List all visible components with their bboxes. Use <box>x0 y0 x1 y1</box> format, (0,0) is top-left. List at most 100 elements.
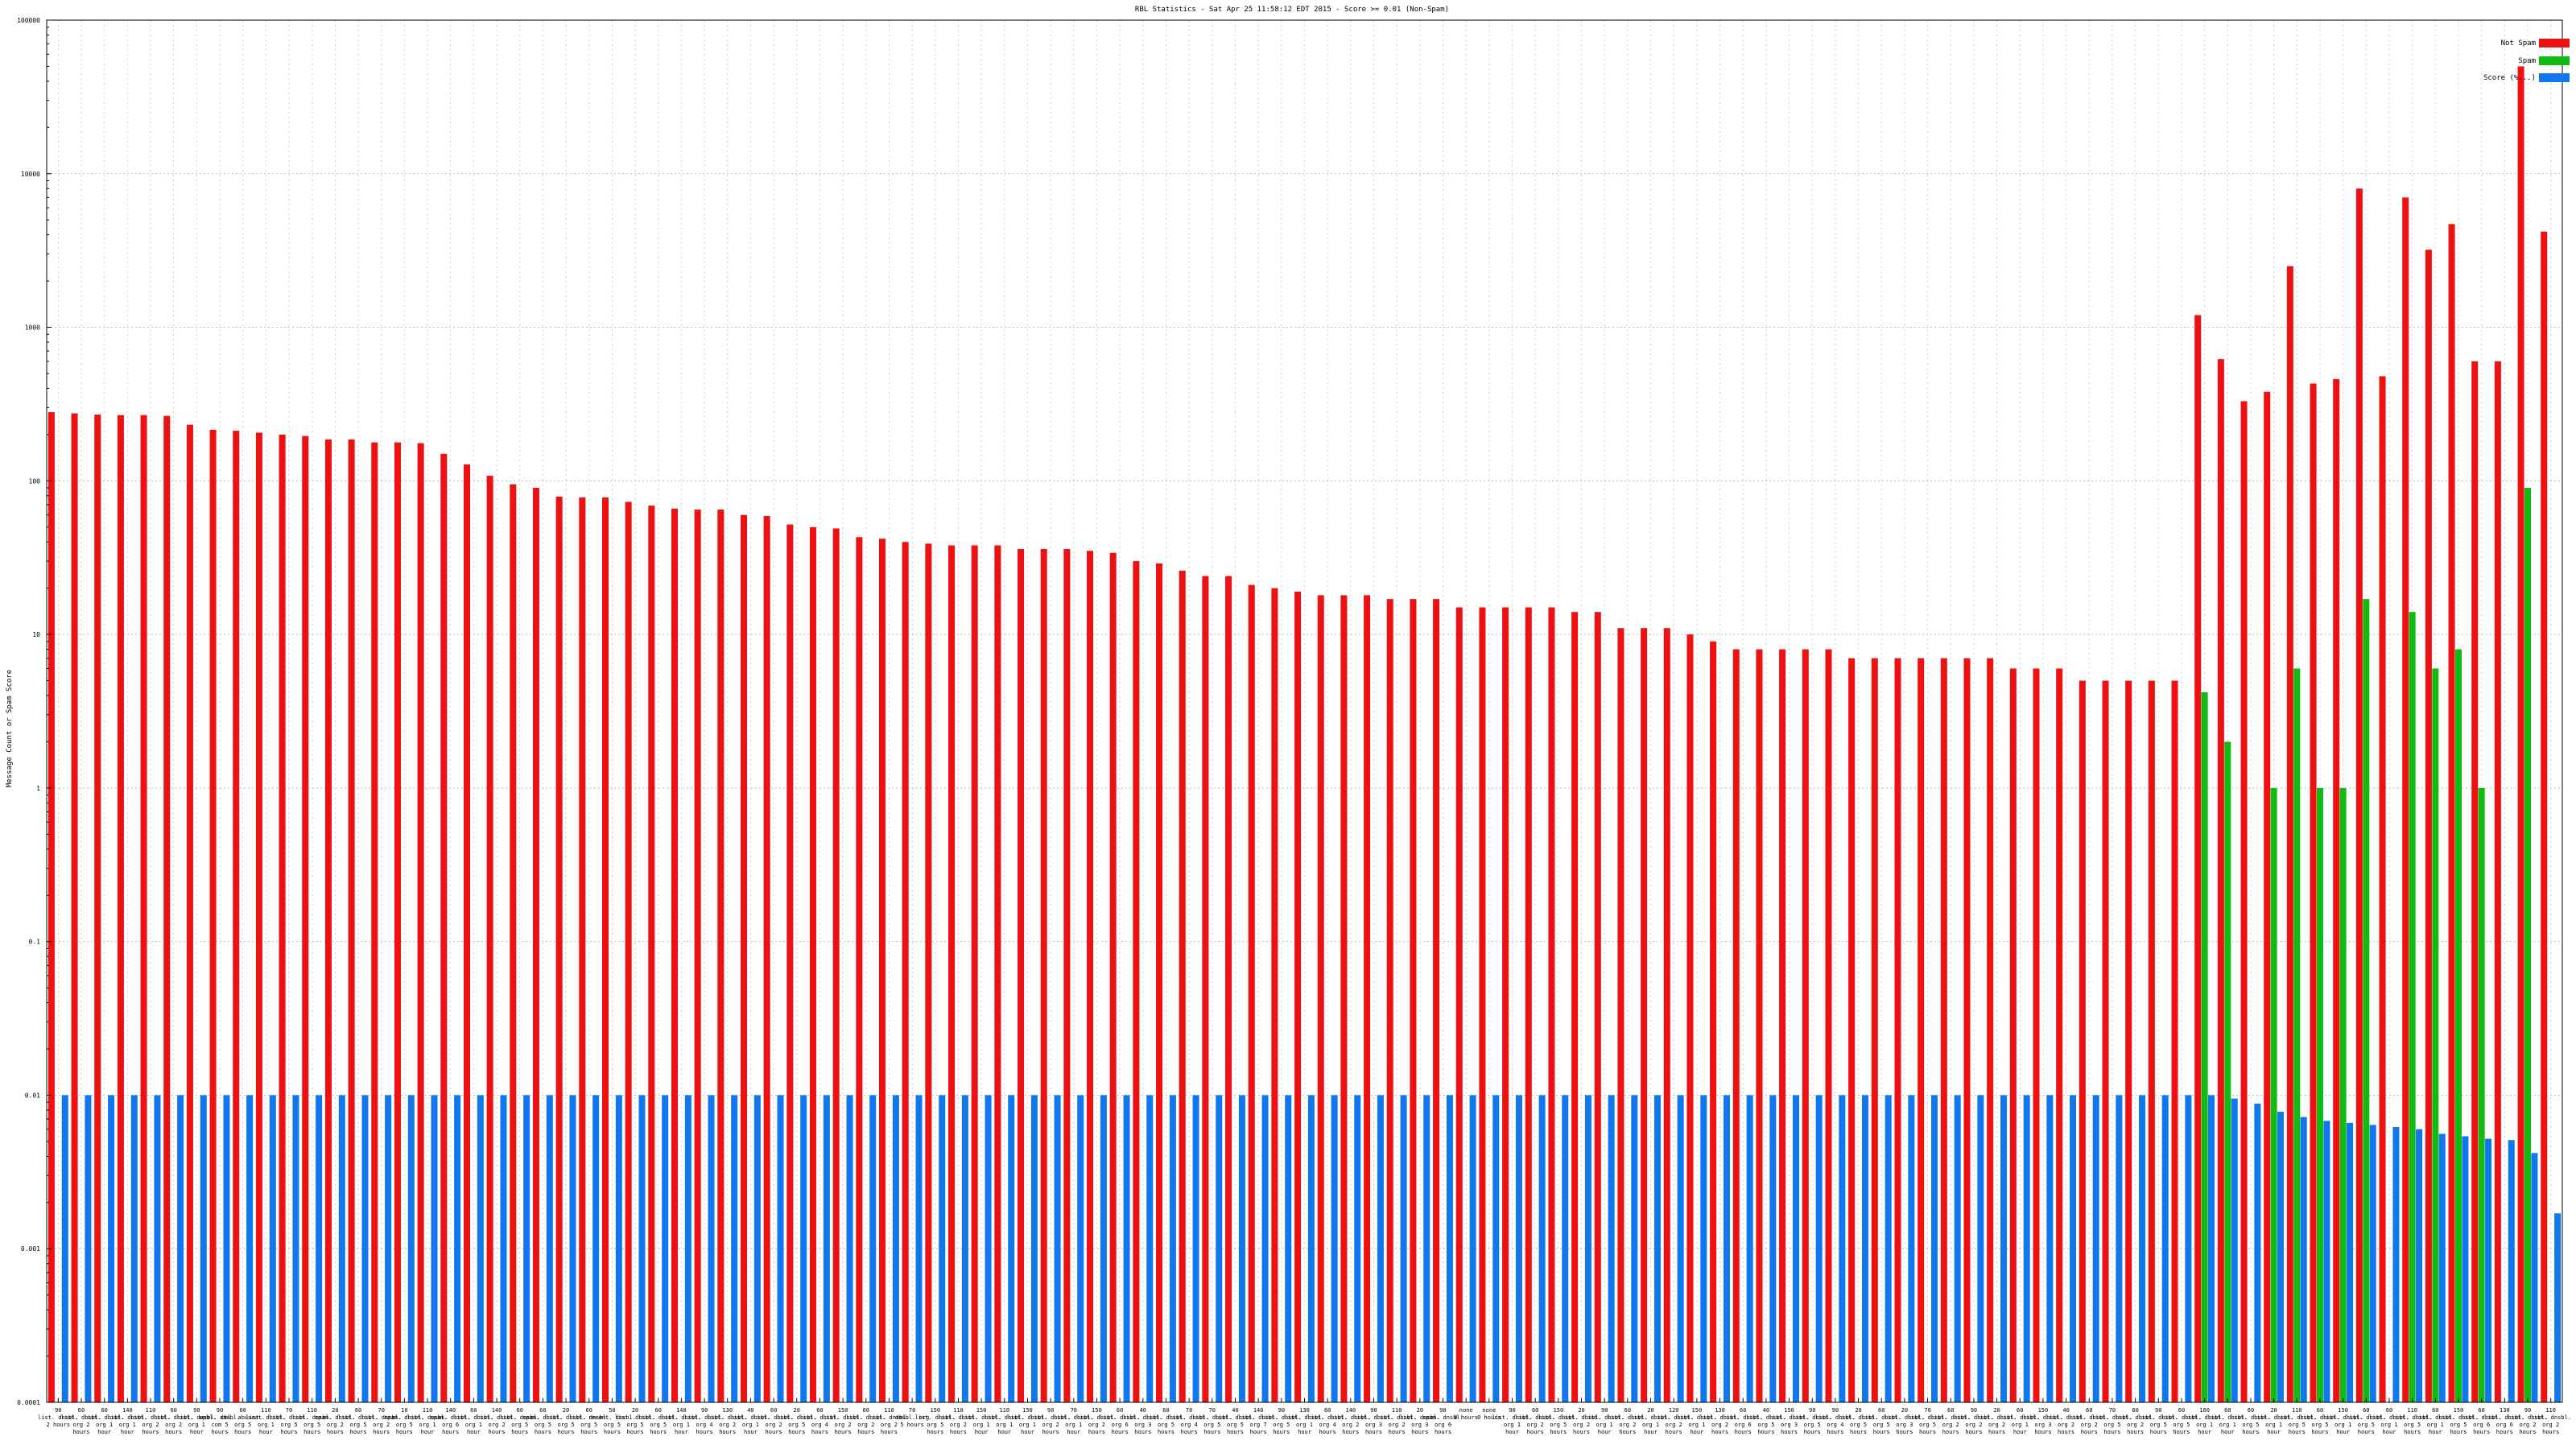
bar-not-spam <box>1663 628 1670 1402</box>
x-tick-label: 70 list. dnsbl. org 2 hours <box>361 1407 402 1435</box>
x-tick-label: 150 list. dnsbl. org 5 hours <box>2438 1407 2479 1435</box>
legend-label-spam: Spam <box>2518 57 2536 65</box>
y-tick-label: 0.001 <box>21 1245 40 1253</box>
bar-score <box>823 1095 830 1402</box>
x-tick-label: 20 list. dnsbl. org 2 hours <box>1976 1407 2017 1435</box>
bar-not-spam <box>1525 607 1532 1402</box>
x-tick-label: 40 list. dnsbl. org 2 hours <box>2046 1407 2087 1435</box>
x-tick-label: 70 dnsbl. org 5 hours <box>895 1407 929 1428</box>
bars-layer <box>47 66 2562 1403</box>
bar-not-spam <box>186 424 193 1402</box>
bar-not-spam <box>2402 197 2409 1403</box>
y-axis-label: Message Count or Spam Score <box>6 670 14 787</box>
x-tick-label: 90 list. dnsbl. 2 hours <box>38 1407 79 1428</box>
bar-score <box>731 1095 738 1402</box>
x-tick-label: 90 spam. dnsbl. org 6 hours <box>1422 1407 1463 1435</box>
x-tick-label: 110 list. dnsbl. org 1 hour <box>246 1407 287 1435</box>
bar-score <box>1653 1095 1661 1402</box>
bar-not-spam <box>555 496 563 1403</box>
bar-score <box>2116 1095 2123 1402</box>
bar-score <box>777 1095 784 1402</box>
y-tick-label: 10 <box>32 631 40 638</box>
bar-not-spam <box>302 436 309 1402</box>
x-tick-label: none 0 hours <box>1454 1407 1478 1421</box>
bar-score <box>2092 1095 2099 1402</box>
x-tick-label: 60 list. dnsbl. org 2 hours <box>2069 1407 2110 1435</box>
x-tick-label: 90 list. dnsbl. org 1 hour <box>176 1407 217 1435</box>
bar-score <box>1977 1095 1984 1402</box>
bar-not-spam <box>1963 658 1971 1402</box>
bar-not-spam <box>1732 649 1740 1402</box>
bar-score <box>1077 1095 1084 1402</box>
x-tick-label: 150 list. dnsbl. org 3 hours <box>1769 1407 1810 1435</box>
legend-label-not-spam: Not Spam <box>2501 39 2536 47</box>
x-tick-label: 110 list. dnsbl. org 2 hours <box>130 1407 171 1435</box>
bar-not-spam <box>1179 570 1186 1403</box>
bar-not-spam <box>1918 658 1925 1402</box>
x-tick-labels: 90 list. dnsbl. 2 hours 60 list. dnsbl. org 2… <box>38 1407 2571 1435</box>
bar-not-spam <box>1248 584 1255 1402</box>
x-tick-label: 110 list. dnsbl. org 2 hours <box>869 1407 910 1435</box>
bar-score <box>1908 1095 1915 1402</box>
bar-spam <box>2316 787 2323 1402</box>
bar-score <box>85 1095 92 1402</box>
x-tick-label: 60 list. dnsbl. org 1 hour <box>453 1407 494 1435</box>
x-tick-label: 90 list. dnsbl. org 4 hours <box>684 1407 725 1435</box>
bar-not-spam <box>1271 588 1278 1402</box>
x-tick-label: 20 list. dnsbl. org 1 hour <box>1630 1407 1671 1435</box>
bar-not-spam <box>2264 391 2271 1402</box>
bar-spam <box>2524 488 2532 1402</box>
bar-not-spam <box>1225 576 1232 1403</box>
bar-not-spam <box>209 429 217 1403</box>
bar-score <box>407 1095 415 1402</box>
x-tick-label: 150 list. dnsbl. org 1 hour <box>1007 1407 1048 1435</box>
bar-score <box>61 1095 68 1402</box>
bar-score <box>939 1095 946 1402</box>
bar-score <box>1446 1095 1453 1402</box>
bar-not-spam <box>140 415 147 1402</box>
bar-score <box>684 1095 691 1402</box>
bar-not-spam <box>2125 680 2132 1402</box>
bar-not-spam <box>2425 250 2432 1402</box>
x-tick-label: 150 list. dnsbl. org 5 hours <box>914 1407 956 1435</box>
x-tick-label: 150 list. dnsbl. org 1 hour <box>1677 1407 1718 1435</box>
x-tick-label: 110 list. dnsbl. org 5 hours <box>291 1407 332 1435</box>
bar-not-spam <box>717 510 724 1402</box>
bar-score <box>1930 1095 1938 1402</box>
bar-score <box>2462 1136 2469 1402</box>
x-tick-label: 60 list. dnsbl. org 2 hours <box>2115 1407 2156 1435</box>
bar-not-spam <box>1156 563 1163 1402</box>
bar-score <box>1815 1095 1823 1402</box>
x-tick-label: 70 list. dnsbl. org 5 hours <box>2092 1407 2133 1435</box>
bar-score <box>2070 1095 2077 1402</box>
bar-spam <box>2478 787 2485 1402</box>
bar-score <box>1285 1095 1292 1402</box>
x-tick-label: 40 list. dnsbl. org 1 hour <box>730 1407 771 1435</box>
bar-score <box>2185 1095 2192 1402</box>
bar-not-spam <box>1686 634 1694 1402</box>
x-tick-label: 40 list. dnsbl. org 5 hours <box>1746 1407 1787 1435</box>
bar-score <box>915 1095 923 1402</box>
bar-score <box>2046 1095 2054 1402</box>
bar-not-spam <box>2033 668 2040 1402</box>
x-tick-label: 90 list. dnsbl. org 5 hours <box>1792 1407 1833 1435</box>
x-tick-label: 150 list. dnsbl. org 3 hours <box>2023 1407 2064 1435</box>
x-tick-label: 20 list. dnsbl. org 2 hours <box>1561 1407 1602 1435</box>
bar-not-spam <box>1940 658 1947 1402</box>
bar-not-spam <box>1756 649 1763 1402</box>
bar-spam <box>2432 668 2439 1402</box>
bar-not-spam <box>279 434 286 1402</box>
bar-not-spam <box>740 514 748 1402</box>
bar-score <box>2485 1138 2492 1402</box>
x-tick-label: 110 list. dnsbl. org 1 hour <box>985 1407 1026 1435</box>
bar-not-spam <box>1987 658 1994 1402</box>
bar-score <box>892 1095 899 1402</box>
bar-score <box>1792 1095 1800 1402</box>
x-tick-label: 90 list. dnsbl. org 4 hours <box>1815 1407 1856 1435</box>
x-tick-label: 110 list. dnsbl. org 2 hours <box>938 1407 979 1435</box>
bar-not-spam <box>1710 641 1717 1402</box>
x-tick-label: 130 list. dnsbl. org 2 hours <box>707 1407 748 1435</box>
y-tick-label: 0.01 <box>25 1092 40 1099</box>
x-tick-label: 90 list. dnsbl. org 2 hours <box>1030 1407 1071 1435</box>
bar-score <box>708 1095 715 1402</box>
